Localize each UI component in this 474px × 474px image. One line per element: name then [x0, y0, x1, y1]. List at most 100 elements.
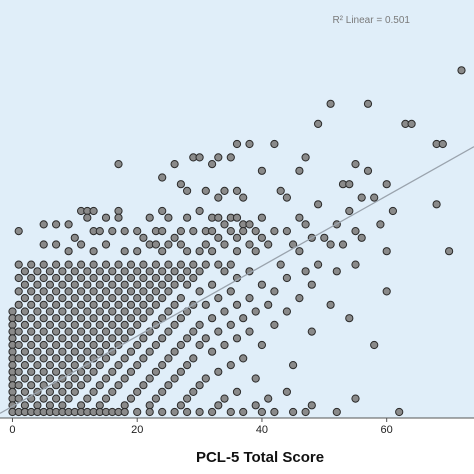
data-point	[270, 227, 279, 236]
data-point	[158, 267, 167, 276]
data-point	[27, 314, 36, 323]
data-point	[95, 401, 104, 410]
data-point	[351, 394, 360, 403]
data-point	[70, 334, 79, 343]
data-point	[363, 99, 373, 108]
data-point	[301, 220, 310, 229]
data-point	[295, 213, 304, 222]
data-point	[282, 227, 291, 236]
data-point	[64, 220, 73, 229]
data-point	[8, 361, 17, 370]
data-point	[120, 267, 129, 276]
data-point	[114, 381, 123, 390]
data-point	[14, 367, 23, 376]
data-point	[232, 213, 242, 222]
data-point	[289, 407, 298, 417]
data-point	[14, 314, 23, 323]
data-point	[301, 267, 310, 276]
data-point	[270, 407, 279, 417]
data-point	[95, 381, 104, 390]
data-point	[220, 267, 229, 276]
data-point	[295, 294, 304, 303]
data-point	[176, 314, 185, 323]
data-point	[239, 407, 248, 417]
data-point	[220, 340, 229, 350]
data-point	[58, 307, 67, 316]
data-point	[33, 334, 42, 343]
data-point	[95, 361, 104, 370]
data-point	[139, 334, 148, 343]
data-point	[314, 260, 323, 269]
data-point	[151, 240, 160, 249]
data-point	[39, 287, 48, 296]
data-point	[195, 340, 204, 350]
data-point	[70, 280, 79, 289]
data-point	[114, 287, 123, 296]
data-point	[326, 99, 335, 108]
data-point	[151, 287, 160, 296]
data-point	[232, 186, 242, 195]
data-point	[45, 307, 55, 316]
data-point	[20, 387, 29, 396]
data-point	[8, 307, 17, 316]
data-point	[27, 327, 36, 336]
data-point	[245, 327, 254, 336]
data-point	[14, 227, 23, 236]
data-point	[239, 193, 248, 202]
data-point	[114, 300, 123, 309]
data-point	[108, 334, 117, 343]
data-point	[77, 273, 86, 283]
data-point	[201, 240, 210, 249]
data-point	[39, 300, 48, 309]
data-point	[58, 334, 67, 343]
data-point	[195, 287, 204, 296]
data-point	[14, 381, 23, 390]
data-point	[301, 153, 310, 162]
data-point	[257, 280, 266, 289]
data-point	[14, 287, 23, 296]
data-point	[158, 227, 167, 236]
data-point	[257, 166, 266, 175]
data-point	[139, 381, 148, 390]
data-point	[314, 119, 323, 129]
data-point	[52, 240, 61, 249]
data-point	[95, 280, 104, 289]
data-point	[126, 287, 136, 296]
data-point	[214, 260, 223, 269]
data-point	[58, 347, 67, 356]
data-point	[33, 347, 42, 356]
data-point	[170, 233, 179, 242]
data-point	[70, 374, 79, 383]
data-point	[158, 247, 167, 256]
data-point	[382, 247, 391, 256]
data-point	[201, 186, 210, 195]
data-point	[176, 340, 185, 350]
data-point	[58, 361, 67, 370]
data-point	[133, 320, 142, 329]
data-point	[101, 273, 111, 283]
data-point	[295, 166, 304, 175]
data-point	[77, 401, 86, 410]
data-point	[158, 280, 167, 289]
data-point	[158, 361, 167, 370]
data-point	[226, 227, 235, 236]
data-point	[77, 287, 86, 296]
data-point	[33, 361, 42, 370]
data-point	[139, 233, 148, 242]
data-point	[58, 294, 67, 303]
data-point	[245, 220, 254, 229]
data-point	[126, 314, 136, 323]
data-point	[133, 307, 142, 316]
data-point	[27, 273, 36, 283]
data-point	[145, 307, 154, 316]
data-point	[189, 273, 198, 283]
data-point	[195, 381, 204, 390]
data-point	[214, 367, 223, 376]
data-point	[376, 220, 385, 229]
data-point	[126, 394, 136, 403]
data-point	[158, 173, 167, 182]
data-point	[214, 153, 223, 162]
data-point	[20, 361, 29, 370]
data-point	[89, 387, 98, 396]
data-point	[176, 273, 185, 283]
